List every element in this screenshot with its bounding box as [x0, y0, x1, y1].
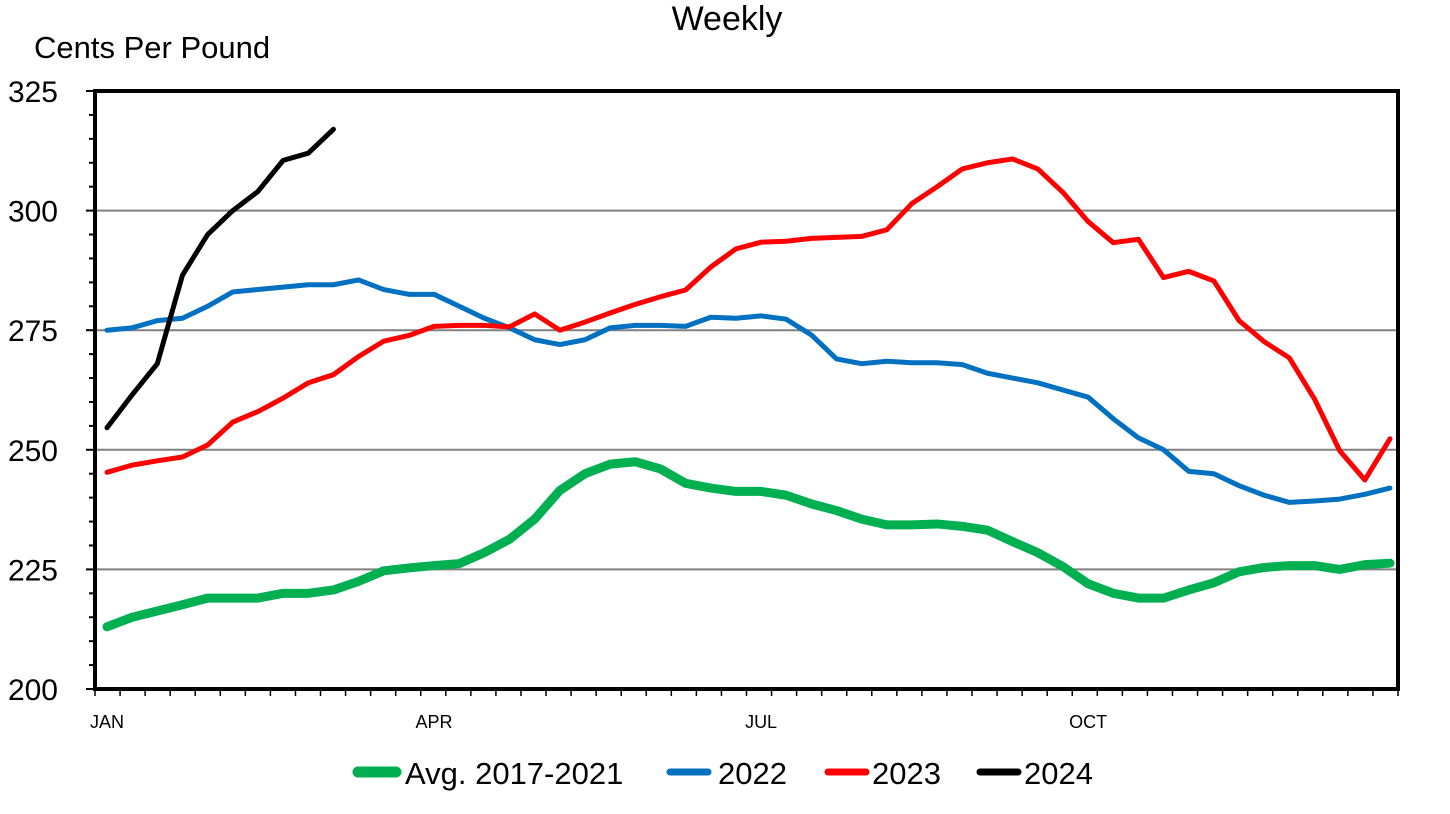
y-axis-label: Cents Per Pound	[34, 30, 270, 65]
legend: Avg. 2017-2021 2022 2023 2024	[352, 756, 1093, 791]
series-line-2022	[104, 277, 1393, 505]
y-tick-label: 250	[8, 435, 58, 468]
legend-label: 2023	[872, 756, 941, 791]
chart-title: Weekly	[672, 0, 783, 38]
series-line-2024	[104, 126, 336, 431]
y-axis-ticks: 200 225 250 275 300 325	[8, 76, 95, 707]
gridlines	[95, 209, 1398, 571]
y-tick-label: 200	[8, 674, 58, 707]
legend-label: Avg. 2017-2021	[405, 756, 623, 791]
y-tick-label: 275	[8, 315, 58, 348]
series-lines	[102, 126, 1395, 632]
series-line-avg-2017-2021	[102, 457, 1395, 632]
y-tick-label: 225	[8, 554, 58, 587]
y-tick-label: 325	[8, 76, 58, 109]
y-tick-label: 300	[8, 196, 58, 229]
x-tick-label: JUL	[745, 712, 777, 732]
x-axis-ticks: JAN APR JUL OCT	[90, 689, 1399, 732]
plot-frame	[93, 89, 1400, 691]
x-tick-label: OCT	[1069, 712, 1107, 732]
x-tick-label: JAN	[90, 712, 124, 732]
series-line-2023	[104, 156, 1393, 483]
legend-label: 2022	[718, 756, 787, 791]
x-tick-label: APR	[416, 712, 453, 732]
legend-label: 2024	[1024, 756, 1093, 791]
